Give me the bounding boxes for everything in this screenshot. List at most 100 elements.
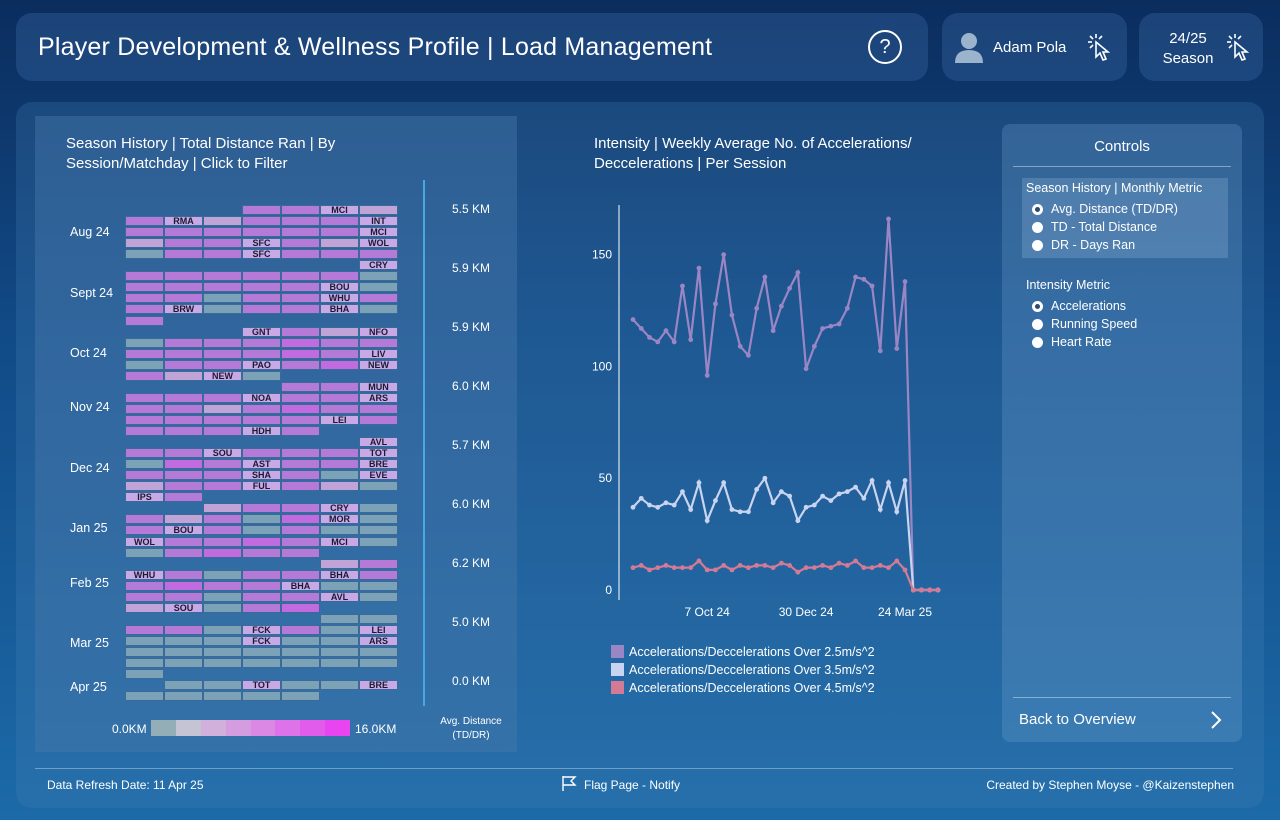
heatmap-cell[interactable] (203, 647, 242, 657)
heatmap-cell[interactable] (125, 470, 164, 481)
heatmap-cell[interactable] (320, 613, 359, 624)
heatmap-cell[interactable]: LEI (359, 624, 398, 635)
heatmap-cell[interactable] (125, 414, 164, 425)
heatmap-cell[interactable] (125, 227, 164, 238)
heatmap-cell[interactable] (320, 271, 359, 282)
heatmap-cell[interactable] (281, 205, 320, 215)
heatmap-cell[interactable] (320, 580, 359, 591)
heatmap-cell[interactable] (242, 282, 281, 293)
data-point[interactable] (935, 587, 941, 593)
data-point[interactable] (894, 509, 900, 515)
heatmap-cell[interactable] (125, 403, 164, 414)
heatmap-cell[interactable]: LIV (359, 348, 398, 359)
heatmap-cell[interactable]: WOL (359, 238, 398, 249)
heatmap-cell[interactable] (242, 271, 281, 282)
heatmap-cell[interactable]: AVL (359, 437, 398, 448)
heatmap-cell[interactable]: NEW (359, 359, 398, 370)
heatmap-cell[interactable] (164, 359, 203, 370)
heatmap-cell[interactable]: FCK (242, 635, 281, 646)
heatmap-cell[interactable] (125, 238, 164, 249)
heatmap-cell[interactable] (125, 359, 164, 370)
heatmap-cell[interactable] (164, 580, 203, 591)
heatmap-cell[interactable] (164, 337, 203, 348)
data-point[interactable] (886, 216, 891, 222)
heatmap-cell[interactable]: EVE (359, 470, 398, 481)
heatmap-cell[interactable] (320, 470, 359, 481)
data-point[interactable] (869, 283, 875, 289)
heatmap-cell[interactable] (164, 414, 203, 425)
heatmap-cell[interactable] (242, 514, 281, 525)
data-point[interactable] (663, 328, 669, 334)
heatmap-cell[interactable] (164, 282, 203, 293)
heatmap-cell[interactable] (203, 602, 242, 613)
data-point[interactable] (803, 504, 809, 510)
heatmap-cell[interactable]: WHU (125, 569, 164, 580)
data-point[interactable] (696, 558, 702, 564)
heatmap-cell[interactable] (281, 470, 320, 481)
data-point[interactable] (737, 343, 743, 349)
data-point[interactable] (894, 558, 900, 564)
data-point[interactable] (655, 565, 661, 571)
data-point[interactable] (630, 504, 636, 510)
heatmap-cell[interactable] (164, 392, 203, 403)
heatmap-cell[interactable]: CRY (359, 260, 398, 271)
heatmap-cell[interactable]: INT (359, 216, 398, 227)
heatmap-cell[interactable]: BRE (359, 680, 398, 691)
heatmap-cell[interactable] (281, 304, 320, 315)
heatmap-cell[interactable] (320, 381, 359, 392)
data-point[interactable] (737, 509, 743, 515)
heatmap-cell[interactable] (359, 205, 398, 215)
data-point[interactable] (721, 252, 727, 258)
data-point[interactable] (638, 326, 644, 331)
data-point[interactable] (754, 305, 760, 311)
heatmap-cell[interactable] (242, 227, 281, 238)
heatmap-cell[interactable] (242, 348, 281, 359)
heatmap-cell[interactable] (164, 514, 203, 525)
data-point[interactable] (647, 567, 652, 573)
heatmap-cell[interactable] (125, 249, 164, 260)
series-line-1[interactable] (632, 218, 938, 592)
heatmap-cell[interactable] (125, 282, 164, 293)
data-point[interactable] (762, 274, 768, 280)
heatmap-cell[interactable]: ARS (359, 635, 398, 646)
radio-button[interactable] (1032, 204, 1043, 215)
heatmap-cell[interactable] (281, 514, 320, 525)
data-point[interactable] (737, 563, 743, 568)
data-point[interactable] (696, 480, 702, 486)
heatmap-cell[interactable] (203, 337, 242, 348)
heatmap-cell[interactable] (203, 293, 242, 304)
data-point[interactable] (638, 563, 644, 568)
data-point[interactable] (754, 563, 760, 568)
heatmap-cell[interactable]: WOL (125, 536, 164, 547)
data-point[interactable] (647, 335, 652, 340)
heatmap-cell[interactable] (359, 525, 398, 536)
heatmap-cell[interactable] (320, 238, 359, 249)
data-point[interactable] (746, 352, 751, 358)
radio-option[interactable]: Avg. Distance (TD/DR) (1032, 202, 1222, 218)
heatmap-cell[interactable] (164, 569, 203, 580)
heatmap-cell[interactable] (203, 569, 242, 580)
heatmap-cell[interactable] (203, 470, 242, 481)
heatmap-cell[interactable]: SFC (242, 238, 281, 249)
data-point[interactable] (778, 560, 784, 566)
heatmap-cell[interactable] (125, 658, 164, 669)
heatmap-cell[interactable] (320, 658, 359, 669)
heatmap-cell[interactable] (203, 481, 242, 492)
heatmap-cell[interactable] (242, 216, 281, 227)
data-point[interactable] (836, 321, 842, 327)
data-point[interactable] (696, 265, 702, 271)
heatmap-cell[interactable] (281, 337, 320, 348)
data-point[interactable] (680, 283, 685, 289)
heatmap-cell[interactable]: BHA (320, 304, 359, 315)
heatmap-cell[interactable] (281, 459, 320, 470)
heatmap-cell[interactable] (281, 426, 320, 436)
data-point[interactable] (927, 587, 933, 593)
help-icon[interactable]: ? (868, 30, 902, 64)
heatmap-cell[interactable] (164, 635, 203, 646)
heatmap-cell[interactable] (242, 525, 281, 536)
heatmap-cell[interactable]: BHA (281, 580, 320, 591)
player-selector[interactable]: Adam Pola (942, 13, 1127, 81)
data-point[interactable] (795, 518, 801, 524)
series-line-2[interactable] (632, 475, 938, 592)
data-point[interactable] (844, 563, 850, 568)
